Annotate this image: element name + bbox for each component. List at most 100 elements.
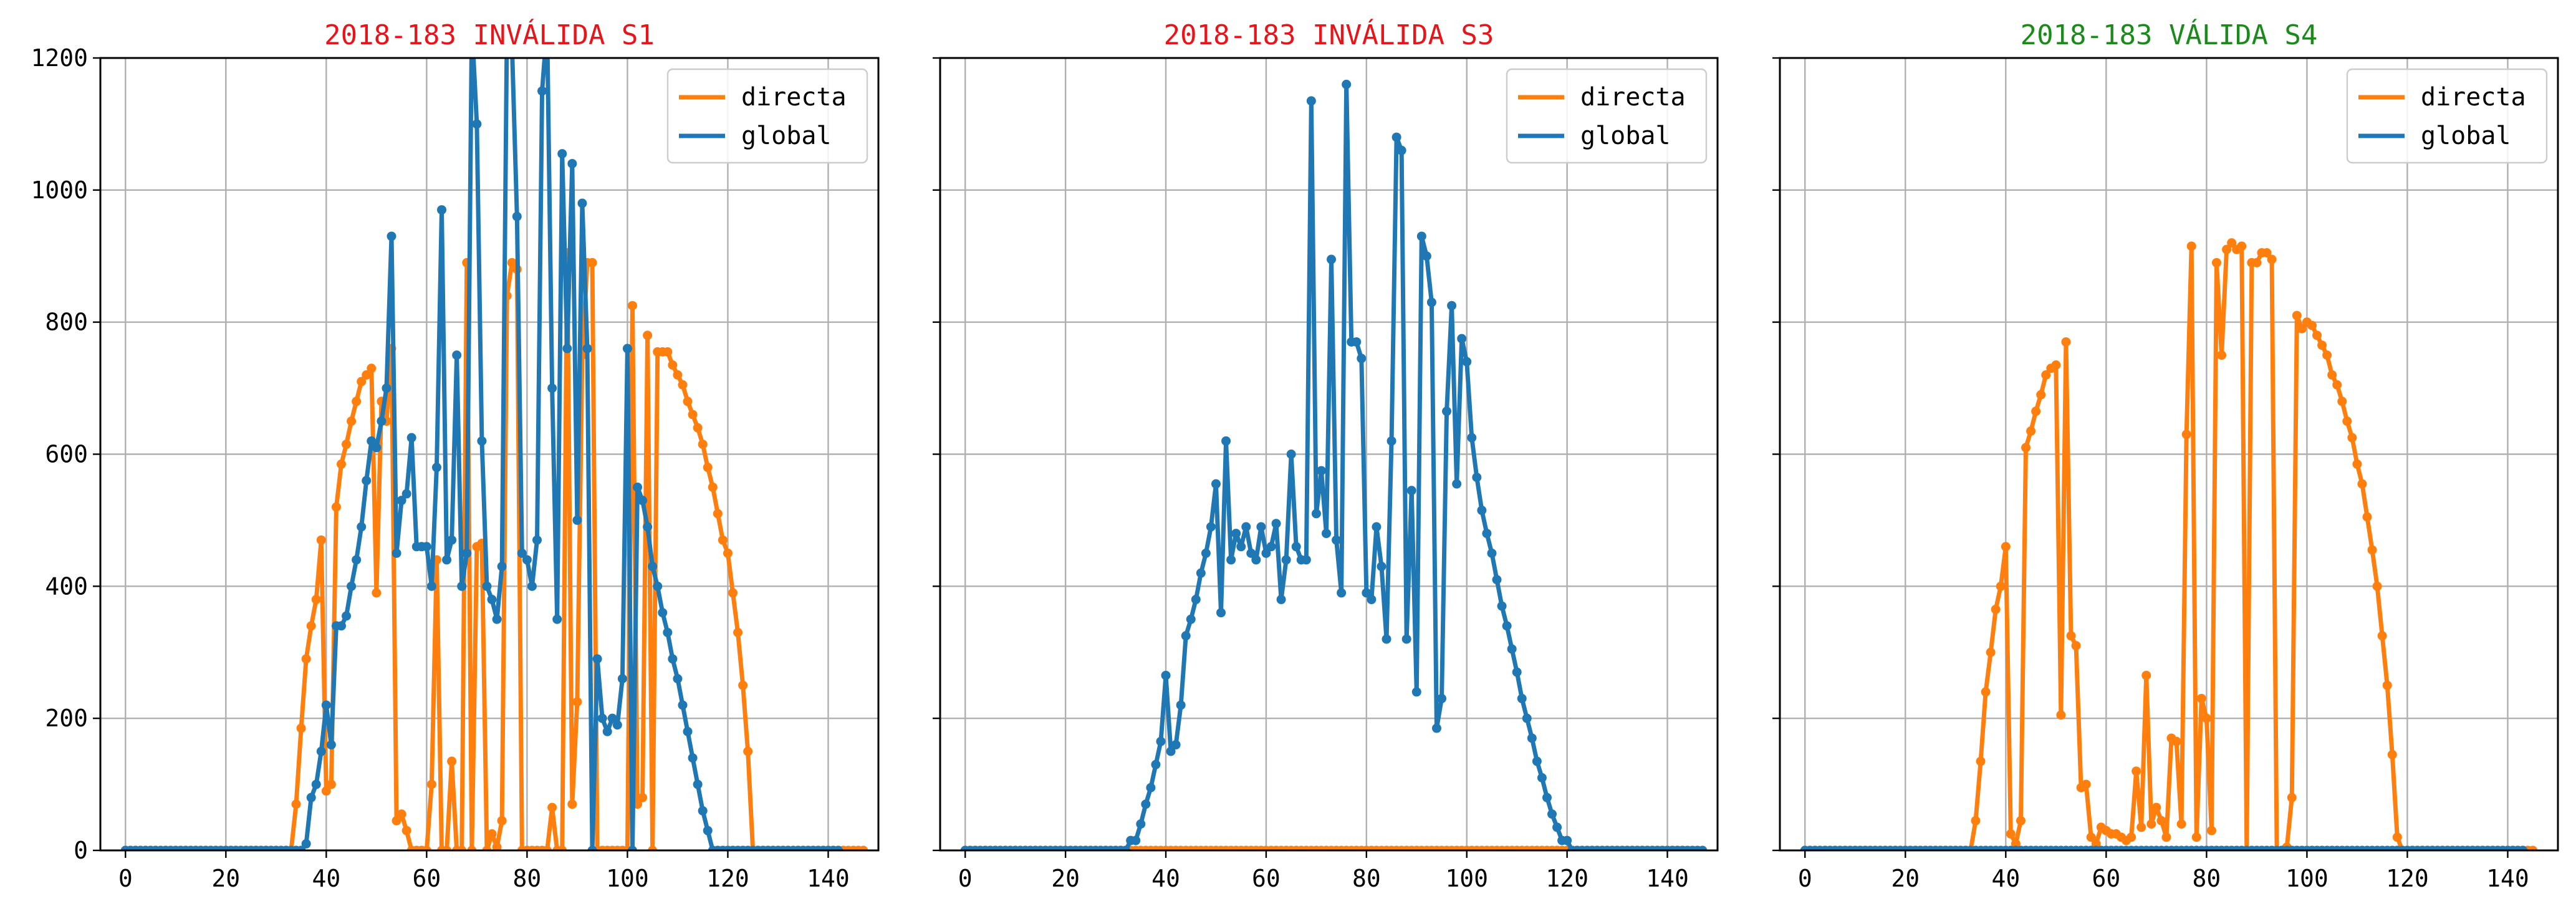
y-tick-label: 600	[45, 441, 88, 468]
data-point	[1981, 687, 1991, 697]
data-point	[431, 463, 441, 473]
data-point	[2146, 819, 2156, 829]
data-point	[2201, 713, 2211, 723]
data-point	[2528, 845, 2538, 850]
data-point	[2372, 581, 2382, 591]
data-point	[643, 522, 653, 532]
x-tick-label: 100	[2285, 865, 2328, 892]
data-point	[401, 825, 411, 835]
data-point	[2051, 360, 2061, 370]
data-point	[342, 611, 352, 621]
data-point	[472, 119, 482, 129]
data-point	[1141, 799, 1151, 809]
data-point	[2227, 238, 2237, 248]
x-tick-label: 140	[2486, 865, 2529, 892]
data-point	[2387, 749, 2397, 759]
data-point	[1321, 529, 1331, 539]
legend-label-directa: directa	[2421, 83, 2526, 112]
data-point	[2342, 416, 2352, 426]
data-point	[2071, 641, 2081, 651]
data-point	[462, 548, 472, 558]
data-point	[507, 257, 517, 267]
data-point	[2081, 779, 2091, 789]
legend-box	[1506, 68, 1708, 164]
data-point	[1176, 700, 1186, 710]
data-point	[2307, 320, 2317, 330]
x-tick-label: 140	[1646, 865, 1689, 892]
series-line-directa	[125, 250, 863, 850]
data-point	[2196, 693, 2206, 703]
data-point	[2156, 815, 2166, 825]
data-point	[648, 845, 658, 850]
data-point	[2332, 380, 2342, 390]
data-point	[1216, 608, 1226, 618]
data-point	[658, 608, 668, 618]
chart-panel-2: 0 20 40 60 80 100 120 140 2018-183 INVÁLIDA S3 di…	[933, 18, 1719, 892]
data-point	[421, 542, 431, 552]
data-point	[532, 535, 542, 545]
data-point	[597, 713, 607, 723]
y-tick-label: 200	[45, 705, 88, 732]
data-point	[406, 433, 416, 443]
x-tick-label: 60	[2092, 865, 2120, 892]
series-markers-global	[1800, 845, 2528, 850]
data-point	[1971, 815, 1981, 825]
x-tick-label: 20	[1051, 865, 1080, 892]
data-point	[1396, 145, 1406, 155]
x-tick-label: 120	[2386, 865, 2429, 892]
data-point	[738, 680, 748, 690]
data-point	[663, 347, 673, 357]
data-point	[1221, 436, 1231, 446]
legend-box	[2346, 68, 2548, 164]
data-point	[1266, 542, 1276, 552]
data-point	[2127, 832, 2136, 842]
data-point	[1211, 479, 1221, 489]
data-point	[2161, 832, 2171, 842]
data-point	[2267, 254, 2277, 264]
data-point	[542, 845, 552, 850]
data-point	[1547, 809, 1557, 819]
data-point	[633, 482, 643, 492]
data-point	[1191, 595, 1201, 605]
data-point	[1206, 522, 1216, 532]
data-point	[703, 463, 713, 473]
data-point	[1421, 251, 1431, 261]
data-point	[678, 700, 688, 710]
data-point	[557, 845, 567, 850]
data-point	[1502, 621, 1512, 631]
data-point	[497, 562, 507, 572]
data-point	[728, 588, 738, 598]
chart-title: 2018-183 INVÁLIDA S1	[324, 18, 655, 51]
x-tick-label: 80	[2193, 865, 2221, 892]
data-point	[834, 845, 843, 850]
data-point	[547, 802, 557, 812]
data-point	[1342, 79, 1352, 89]
data-point	[1447, 301, 1457, 310]
data-point	[537, 86, 547, 96]
data-point	[2287, 792, 2297, 802]
x-tick-label: 100	[606, 865, 649, 892]
data-point	[627, 301, 637, 310]
x-tick-label: 20	[1891, 865, 1920, 892]
data-point	[306, 621, 316, 631]
data-point	[663, 627, 673, 637]
data-point	[2362, 512, 2372, 522]
data-point	[733, 627, 743, 637]
data-point	[688, 410, 698, 420]
data-point	[301, 839, 311, 849]
data-point	[2382, 680, 2392, 690]
x-tick-label: 40	[312, 865, 340, 892]
data-point	[582, 344, 592, 354]
data-point	[1291, 542, 1301, 552]
data-point	[1562, 835, 1572, 845]
data-point	[1431, 723, 1441, 733]
data-point	[2021, 443, 2031, 453]
data-point	[587, 257, 597, 267]
data-point	[1246, 548, 1256, 558]
data-point	[1698, 845, 1708, 850]
data-point	[2026, 426, 2036, 436]
data-point	[2262, 248, 2272, 257]
data-point	[326, 740, 336, 750]
data-point	[1261, 548, 1271, 558]
data-point	[1327, 254, 1337, 264]
